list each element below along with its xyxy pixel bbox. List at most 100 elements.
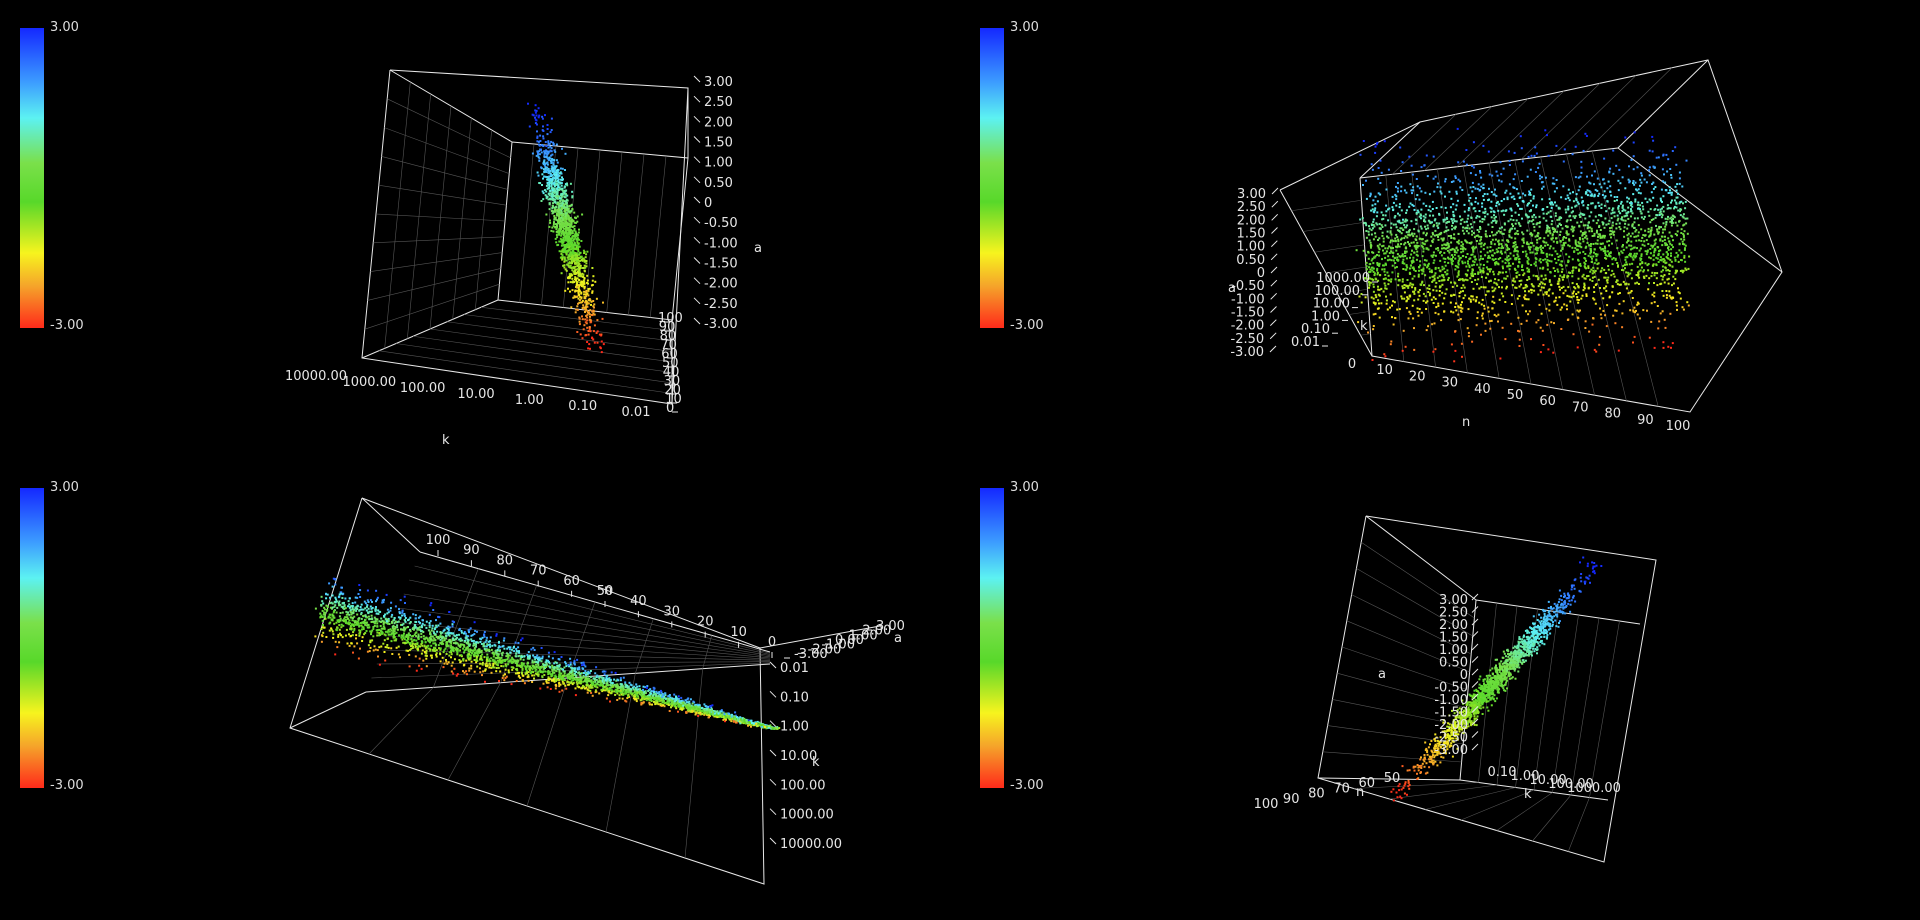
data-point [540,151,543,154]
data-point [1423,284,1425,287]
tick-label-n: 90 [659,320,676,335]
data-point [589,299,592,302]
data-point [1643,277,1646,279]
data-point [1532,274,1535,277]
data-point [1465,230,1468,233]
data-point [1630,269,1633,272]
data-point [1496,174,1499,177]
data-point [1432,275,1435,278]
data-point [585,253,588,256]
data-point [1377,239,1379,241]
data-point [1429,210,1432,213]
grid-line [1514,159,1564,390]
data-point [1574,287,1577,290]
data-point [1611,221,1614,224]
data-point [394,632,397,635]
data-point [1631,262,1634,265]
data-point [1457,239,1460,242]
data-point [1431,241,1434,244]
data-point [568,248,571,251]
grid-line [446,321,673,352]
data-point [1477,278,1480,281]
data-point [1565,264,1568,267]
data-point [1565,211,1568,214]
data-point [1412,290,1415,293]
data-point [1559,254,1562,257]
grid-line [392,621,771,659]
data-point [1666,204,1669,207]
data-point [1599,229,1602,231]
data-point [1526,279,1529,281]
data-point [1471,340,1474,343]
data-point [546,124,549,126]
data-point [1533,226,1536,229]
data-point [1674,233,1677,235]
data-point [1661,290,1664,292]
data-point [1406,236,1409,239]
data-point [557,231,560,234]
data-point [1635,188,1637,191]
data-point [1472,260,1475,263]
data-point [544,194,547,197]
data-point [566,263,569,266]
data-point [576,238,579,241]
data-point [593,324,596,327]
data-point [1394,223,1397,226]
data-point [550,183,553,186]
data-point [1570,211,1573,214]
data-point [1652,245,1655,247]
data-point [441,656,444,659]
data-point [1596,267,1599,270]
data-point [1653,254,1655,257]
data-point [1661,244,1664,247]
data-point [1581,200,1584,203]
data-point [1409,267,1411,270]
data-point [1482,264,1485,266]
tick-label-a: -2.50 [1231,332,1265,347]
data-point [1681,240,1684,243]
data-point [1569,300,1572,303]
data-point [1668,240,1671,243]
data-point [1501,252,1503,255]
data-point [1523,296,1526,299]
data-point [1455,192,1458,195]
data-point [561,254,564,257]
data-point [1418,308,1421,311]
data-point [1625,271,1628,274]
data-point [1579,175,1582,178]
data-point [1377,246,1380,249]
data-point [1371,359,1374,361]
data-point [1580,166,1583,169]
plot-panel-bottom-left[interactable]: 3.00 -3.00 n k a 100 90 80 70 60 50 40 30 20 10 0 … [0,460,960,920]
data-point [1579,238,1581,241]
data-point [1632,254,1635,257]
data-point [1576,309,1579,312]
plot-panel-top-right[interactable]: 3.00 -3.00 n a k 0 10 20 30 40 50 60 70 80 90 100 … [960,0,1920,460]
data-point [557,173,559,176]
data-point [1419,264,1422,267]
data-point [1563,303,1566,306]
data-point [1391,206,1394,209]
data-point [1683,223,1686,226]
plot-panel-top-left[interactable]: 3.00 -3.00 k a 10000.00 1000.00 100.00 10.0… [0,0,960,460]
data-point [579,255,582,258]
scatter3d-plot[interactable]: n a k 0 10 20 30 40 50 60 70 80 90 100 3.002.502.0… [960,0,1920,460]
data-point [1453,360,1456,363]
data-point [1497,209,1500,212]
data-point [593,310,595,313]
data-point [1440,237,1443,240]
data-point [1512,219,1515,222]
data-point [1547,234,1550,237]
data-point [1434,348,1437,351]
data-point [553,216,556,219]
data-point [553,181,556,184]
data-point [577,246,579,249]
data-point [1621,326,1624,329]
data-point [595,297,598,300]
data-point [1492,219,1495,222]
data-point [1491,290,1494,293]
data-point [1670,220,1673,223]
data-point [1574,266,1577,269]
